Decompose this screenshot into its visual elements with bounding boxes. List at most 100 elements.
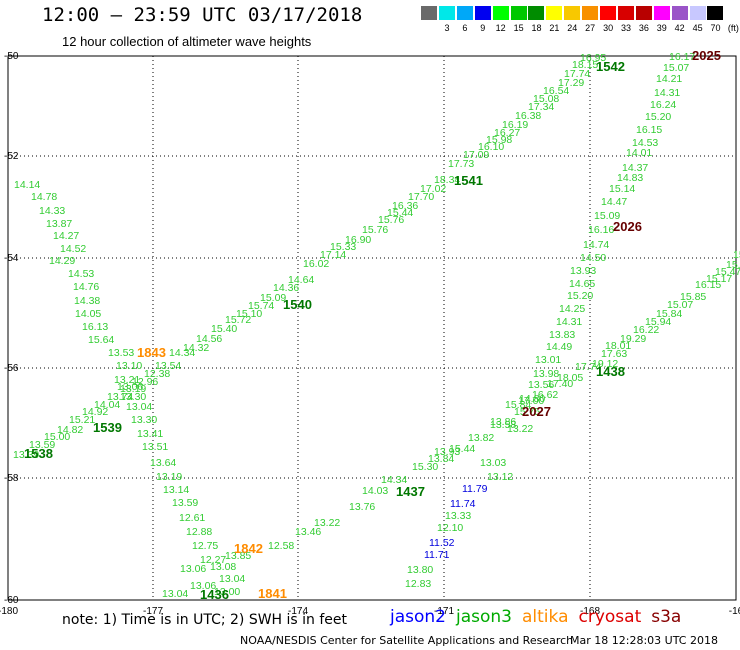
- wave-height-value: 17.63: [601, 348, 627, 360]
- wave-height-value: 15.10: [236, 308, 262, 320]
- pass-number-label: 1842: [234, 541, 263, 556]
- wave-height-value: 13.59: [172, 497, 198, 509]
- wave-height-value: 14.31: [654, 87, 680, 99]
- wave-height-value: 16.62: [532, 389, 558, 401]
- legend-label: 33: [620, 23, 631, 33]
- wave-height-value: 14.04: [94, 399, 120, 411]
- credit-line: NOAA/NESDIS Center for Satellite Applica…: [240, 634, 718, 647]
- wave-height-value: 12.88: [186, 526, 212, 538]
- wave-height-value: 12.27: [200, 554, 226, 566]
- wave-height-value: 13.82: [468, 432, 494, 444]
- wave-height-value: 16.16: [588, 224, 614, 236]
- wave-height-value: 15.20: [645, 111, 671, 123]
- legend-label: 9: [480, 23, 486, 33]
- wave-height-value: 13.56: [528, 379, 554, 391]
- wave-height-value: 13.58: [490, 419, 516, 431]
- x-tick-label: -180: [0, 606, 18, 617]
- wave-height-value: 14.31: [556, 316, 582, 328]
- wave-height-value: 13.59: [29, 439, 55, 451]
- map-grid: [8, 56, 736, 600]
- wave-height-value: 14.82: [57, 424, 83, 436]
- wave-height-value: 14.53: [68, 268, 94, 280]
- wave-height-value: 11.52: [429, 537, 455, 549]
- wave-height-value: 13.22: [314, 517, 340, 529]
- wave-height-value: 15.20: [567, 290, 593, 302]
- legend-label: 6: [462, 23, 468, 33]
- wave-height-value: 14.33: [39, 205, 65, 217]
- legend-swatch: [492, 6, 509, 20]
- wave-height-value: 15.30: [412, 461, 438, 473]
- wave-height-value: 14.47: [601, 196, 627, 208]
- wave-height-value: 17.34: [528, 101, 554, 113]
- wave-height-value: 13.10: [116, 360, 142, 372]
- legend-swatch: [438, 6, 455, 20]
- wave-height-value: 16.54: [543, 85, 569, 97]
- wave-height-value: 14.50: [580, 252, 606, 264]
- pass-number-label: 1841: [258, 586, 287, 601]
- wave-height-value: 13.22: [507, 423, 533, 435]
- wave-height-value: 14.34: [381, 474, 407, 486]
- wave-height-value: 16.02: [303, 258, 329, 270]
- wave-height-value: 16.17: [669, 51, 695, 63]
- legend-swatch: [689, 6, 706, 20]
- wave-height-value: 15.07: [663, 62, 689, 74]
- wave-height-value: 18.15: [572, 59, 598, 71]
- wave-height-value: 11.71: [424, 549, 450, 561]
- wave-height-value: 14.53: [632, 137, 658, 149]
- color-legend: 3 6 9 12 15 18 21 24 27 30 33 36 39 42 45 70 (ft): [421, 6, 740, 36]
- satellite-name-jason3: jason3: [456, 607, 512, 627]
- wave-height-value: 14.92: [82, 406, 108, 418]
- wave-height-value: 13.04: [162, 588, 188, 600]
- wave-height-value: 16.38: [515, 110, 541, 122]
- y-tick-label: -56: [4, 363, 19, 374]
- wave-height-value: 16.24: [650, 99, 676, 111]
- page-title: 12:00 – 23:59 UTC 03/17/2018: [42, 4, 363, 26]
- wave-height-value: 15.16: [726, 259, 740, 271]
- wave-height-value: 16.15: [636, 124, 662, 136]
- wave-height-value: 12.83: [405, 578, 431, 590]
- wave-height-value: 13.80: [407, 564, 433, 576]
- wave-height-value: 16.13: [82, 321, 108, 333]
- wave-height-value: 16.22: [633, 324, 659, 336]
- wave-height-value: 12.61: [179, 512, 205, 524]
- wave-height-value: 15.72: [225, 314, 251, 326]
- wave-height-value: 12.58: [268, 540, 294, 552]
- wave-height-value: 15.47: [715, 266, 740, 278]
- legend-swatch: [528, 6, 545, 20]
- wave-height-value: 14.32: [183, 342, 209, 354]
- wave-height-value: 15.1: [733, 249, 740, 261]
- legend-label: 70: [710, 23, 721, 33]
- wave-height-value: 17.74: [564, 68, 590, 80]
- timestamp: Mar 18 12:28:03 UTC 2018: [570, 634, 718, 647]
- legend-swatch: [707, 6, 724, 20]
- wave-height-value: 13.19: [156, 471, 182, 483]
- wave-height-value: 13.53: [108, 347, 134, 359]
- wave-height-value: 15.09: [260, 292, 286, 304]
- wave-height-value: 15.76: [378, 214, 404, 226]
- wave-height-value: 14.34: [169, 347, 195, 359]
- wave-height-value: 13.06: [190, 580, 216, 592]
- legend-swatch: [671, 6, 688, 20]
- wave-height-value: 17.70: [408, 191, 434, 203]
- pass-number-label: 1538: [24, 446, 53, 461]
- legend-label: 42: [674, 23, 685, 33]
- wave-height-value: 15.00: [44, 431, 70, 443]
- pass-number-label: 1843: [137, 345, 166, 360]
- wave-height-value: 17.00: [518, 395, 544, 407]
- wave-height-value: 17.02: [420, 183, 446, 195]
- wave-height-value: 14.64: [288, 274, 314, 286]
- wave-height-value: 15.98: [486, 134, 512, 146]
- legend-label: 12: [495, 23, 506, 33]
- wave-height-value: 15.09: [594, 210, 620, 222]
- wave-height-value: 14.21: [656, 73, 682, 85]
- pass-number-label: 1541: [454, 173, 483, 188]
- pass-number-label: 1542: [596, 59, 625, 74]
- legend-swatch: [635, 6, 652, 20]
- y-tick-label: -52: [4, 151, 19, 162]
- wave-height-value: 17.29: [558, 77, 584, 89]
- wave-height-value: 15.75: [514, 406, 540, 418]
- wave-height-value: 12.10: [437, 522, 463, 534]
- x-tick-label: -174: [288, 606, 308, 617]
- legend-swatch: [600, 6, 616, 20]
- wave-height-value: 13.64: [150, 457, 176, 469]
